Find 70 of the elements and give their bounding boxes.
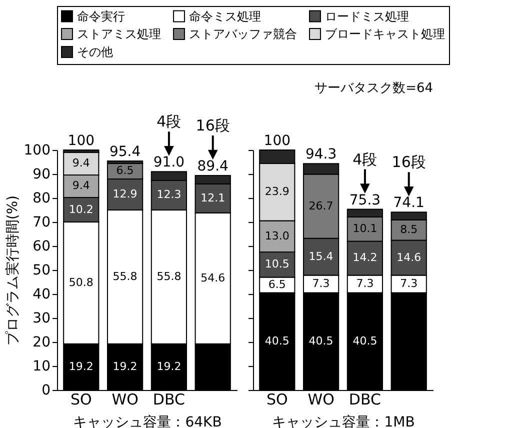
legend-label: その他 [77,45,113,59]
x-axis-title: キャッシュ容量：1MB [272,414,415,428]
y-tick-label: 60 [32,238,50,254]
data-label: 14.2 [352,251,378,264]
legend-label: 命令ミス処理 [189,9,261,24]
data-label: 54.6 [200,271,226,284]
y-tick-label: 0 [42,382,50,398]
data-label: 50.8 [68,276,94,289]
total-label: 100 [264,133,291,149]
data-label: 7.3 [356,277,374,290]
data-label: 55.8 [112,270,138,283]
data-label: 23.9 [264,185,290,198]
data-label: 55.8 [156,270,182,283]
data-label: 9.4 [72,156,90,170]
data-label: 7.3 [312,277,330,290]
data-label: 19.2 [156,360,182,373]
y-tick-label: 20 [32,334,50,350]
y-tick-label: 50 [32,262,50,278]
y-tick-label: 10 [32,358,50,374]
data-label: 13.0 [264,229,290,242]
data-label: 26.7 [308,199,334,212]
data-label: 40.5 [308,334,334,348]
legend-label: 命令実行 [77,9,125,24]
data-label: 12.3 [156,188,182,202]
data-label: 40.5 [352,334,378,348]
y-tick-label: 30 [32,310,50,326]
x-tick-label: DBC [152,390,185,408]
total-label: 89.4 [197,158,229,174]
x-tick-label: DBC [348,390,381,408]
y-tick-label: 100 [24,142,50,158]
total-label: 75.3 [349,192,381,208]
data-label: 14.6 [396,250,422,264]
y-tick-label: 40 [32,286,50,302]
x-axis-title: キャッシュ容量：64KB [73,414,222,428]
y-tick-label: 80 [32,190,50,206]
y-tick-label: 90 [32,166,50,182]
x-tick-label: SO [266,390,288,408]
data-label: 19.2 [68,360,94,373]
total-label: 95.4 [109,144,141,160]
legend-label: ストアバッファ競合 [189,27,297,41]
data-label: 10.1 [352,222,378,236]
data-label: 19.2 [112,360,138,373]
total-label: 100 [68,133,95,149]
data-label: 12.9 [112,188,138,201]
x-tick-label: WO [308,390,334,408]
data-label: 8.5 [400,223,418,236]
y-axis-title: プログラム実行時間(%) [4,195,21,346]
data-label: 12.1 [200,191,226,204]
data-label: 9.4 [72,179,90,192]
annotation: 4段 [352,150,378,168]
data-label: 10.5 [264,258,290,271]
legend-label: ブロードキャスト処理 [325,27,445,41]
x-tick-label: WO [112,390,138,408]
data-label: 6.5 [268,278,286,291]
data-label: 10.2 [68,202,94,216]
legend-label: ストアミス処理 [77,27,161,41]
text: サーバタスク数=64 [314,81,433,96]
legend-label: ロードミス処理 [325,9,409,24]
total-label: 74.1 [393,195,424,212]
annotation: 16段 [392,153,426,172]
data-label: 40.5 [264,334,290,348]
y-tick-label: 70 [32,214,50,230]
text: 4段 [156,112,182,131]
data-label: 15.4 [308,250,334,263]
total-label: 91.0 [153,154,185,171]
text: 16段 [196,116,230,134]
total-label: 94.3 [305,146,337,163]
x-tick-label: SO [70,390,92,408]
data-label: 7.3 [400,277,418,290]
data-label: 6.5 [116,164,134,178]
